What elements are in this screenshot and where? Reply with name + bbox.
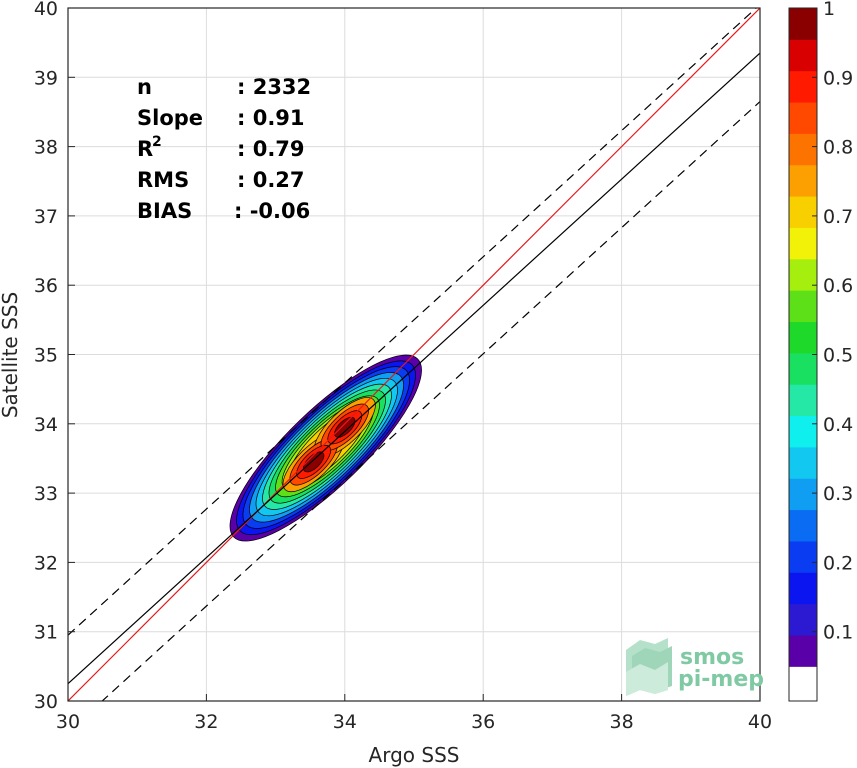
y-tick-label: 38 — [34, 137, 58, 159]
x-tick-label: 34 — [333, 711, 357, 733]
grid — [67, 7, 761, 702]
stat-value: : 2332 — [237, 75, 311, 99]
smos-pi-mep-logo: smos pi-mep — [626, 638, 764, 696]
line-identity — [68, 8, 760, 701]
stat-value: : -0.06 — [234, 199, 310, 223]
x-tick-label: 38 — [610, 711, 634, 733]
y-tick-label: 37 — [34, 206, 58, 228]
x-tick-label: 32 — [194, 711, 218, 733]
reference-lines — [68, 8, 760, 701]
colorbar-segment — [789, 102, 817, 134]
colorbar-tick-label: 0.9 — [823, 67, 853, 89]
colorbar-segment — [789, 196, 817, 228]
colorbar-segment — [789, 227, 817, 260]
colorbar-segment — [789, 39, 817, 72]
logo-text-pimep: pi-mep — [678, 667, 764, 692]
stats-box: n : 2332 Slope : 0.91 R2 : 0.79 RMS : 0.27 BIAS:… — [137, 75, 311, 223]
line-bound-lower — [101, 101, 760, 701]
x-axis-ticks: 30 32 34 36 38 40 — [56, 694, 772, 733]
y-tick-label: 40 — [34, 0, 58, 20]
y-tick-label: 33 — [34, 483, 58, 505]
colorbar-segment — [789, 321, 817, 354]
colorbar-segment — [789, 352, 817, 385]
logo-waves-icon — [626, 638, 672, 696]
colorbar-segment — [789, 572, 817, 605]
stat-value: : 0.27 — [237, 168, 305, 192]
stat-value: : 0.79 — [237, 137, 305, 161]
colorbar-segment — [789, 509, 817, 542]
contour-peak — [303, 451, 325, 473]
y-axis-label: Satellite SSS — [0, 292, 22, 418]
y-tick-label: 30 — [34, 691, 58, 713]
colorbar-tick-label: 0.1 — [823, 622, 853, 644]
colorbar-tick-label: 0.7 — [823, 206, 853, 228]
stat-label: RMS — [137, 168, 189, 192]
y-tick-label: 39 — [34, 67, 58, 89]
y-tick-label: 31 — [34, 622, 58, 644]
colorbar-tick-label: 0.4 — [823, 414, 853, 436]
y-axis-ticks: 30 31 32 33 34 35 36 37 38 39 40 — [34, 0, 75, 713]
line-bound-upper — [68, 8, 758, 636]
stat-label: Slope — [137, 106, 203, 130]
colorbar-empty-segment — [789, 666, 817, 701]
x-tick-label: 30 — [56, 711, 80, 733]
stat-label: R — [137, 137, 153, 161]
colorbar-segment — [789, 133, 817, 166]
stat-superscript: 2 — [152, 134, 162, 150]
colorbar-segment — [789, 540, 817, 573]
colorbar-segment — [789, 70, 817, 103]
colorbar-tick-label: 0.2 — [823, 552, 853, 574]
stat-label: BIAS — [137, 199, 192, 223]
y-tick-label: 34 — [34, 414, 58, 436]
colorbar-tick-label: 0.6 — [823, 275, 853, 297]
colorbar-segment — [789, 8, 817, 40]
x-axis-label: Argo SSS — [369, 743, 460, 767]
colorbar-segment — [789, 290, 817, 322]
colorbar-tick-label: 0.5 — [823, 345, 853, 367]
colorbar-tick-label: 0.8 — [823, 137, 853, 159]
y-tick-label: 35 — [34, 345, 58, 367]
colorbar-segment — [789, 635, 817, 667]
y-tick-label: 36 — [34, 275, 58, 297]
colorbar-segment — [789, 446, 817, 479]
stat-value: : 0.91 — [237, 106, 305, 130]
colorbar-segment — [789, 478, 817, 511]
logo-text-smos: smos — [680, 645, 744, 670]
x-tick-label: 36 — [471, 711, 495, 733]
colorbar: 0.1 0.2 0.3 0.4 0.5 0.6 0.7 0.8 0.9 1 — [788, 0, 853, 702]
colorbar-tick-label: 0.3 — [823, 483, 853, 505]
x-tick-label: 40 — [748, 711, 772, 733]
colorbar-segment — [789, 603, 817, 636]
colorbar-segment — [789, 164, 817, 197]
stat-label: n — [137, 75, 152, 99]
line-regression — [68, 52, 760, 685]
colorbar-segment — [789, 258, 817, 291]
colorbar-segment — [789, 384, 817, 417]
contour-peak — [334, 416, 356, 438]
colorbar-segment — [789, 415, 817, 448]
colorbar-tick-label: 1 — [823, 0, 835, 20]
y-tick-label: 32 — [34, 552, 58, 574]
